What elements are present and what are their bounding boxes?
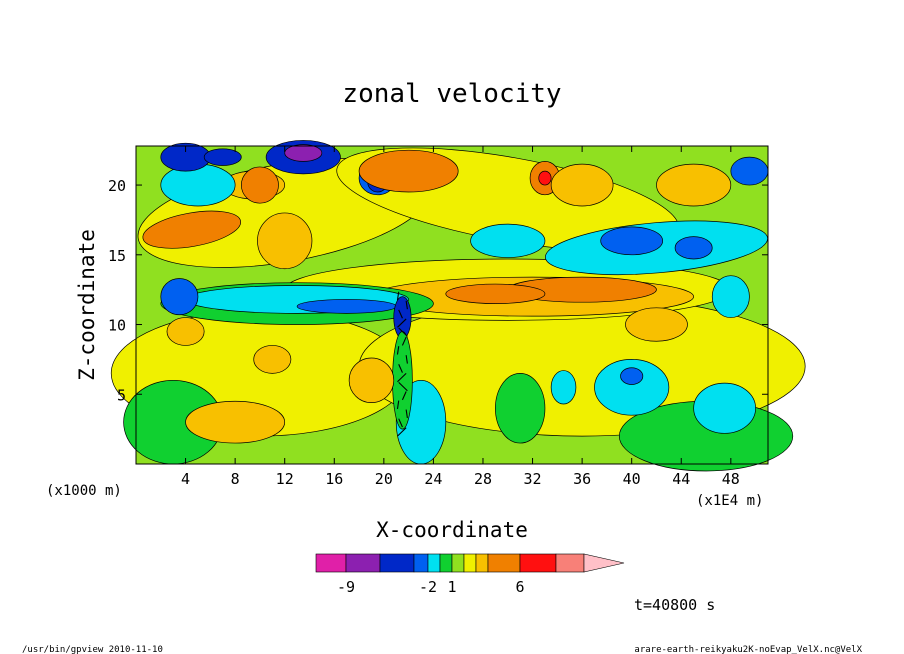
colorbar: -9 -2 1 6 — [315, 553, 625, 596]
x-tick-label: 32 — [524, 470, 542, 488]
colorbar-swatch — [475, 553, 489, 573]
velocity-contour — [358, 149, 459, 193]
colorbar-label: 1 — [447, 578, 456, 596]
velocity-contour — [594, 359, 670, 416]
x-tick-label: 12 — [276, 470, 294, 488]
velocity-contour — [674, 236, 713, 260]
colorbar-label: 6 — [515, 578, 524, 596]
y-tick-label: 20 — [108, 177, 126, 195]
x-tick-label: 36 — [573, 470, 591, 488]
chart-title: zonal velocity — [342, 79, 561, 109]
convective-contour — [398, 418, 403, 428]
footer-left: /usr/bin/gpview 2010-11-10 — [22, 645, 163, 654]
velocity-contour — [538, 170, 552, 186]
plot-area — [110, 140, 806, 472]
convective-contour — [396, 346, 400, 355]
velocity-contour — [284, 144, 323, 162]
convective-contour — [398, 327, 408, 337]
colorbar-swatch — [451, 553, 465, 573]
velocity-contour — [693, 382, 756, 434]
convective-contour — [398, 382, 408, 392]
convective-contour — [397, 318, 407, 328]
colorbar-swatch — [439, 553, 453, 573]
y-axis-label: Z-coordinate — [75, 229, 99, 381]
colorbar-extension — [583, 553, 625, 573]
x-tick-label: 44 — [672, 470, 690, 488]
velocity-contour — [185, 400, 286, 444]
colorbar-label: -9 — [337, 578, 355, 596]
plot-frame — [135, 145, 769, 465]
velocity-contour — [711, 275, 750, 318]
velocity-contour — [620, 367, 644, 385]
velocity-contour — [166, 317, 205, 346]
convective-contour — [401, 336, 407, 346]
x-tick-label: 24 — [424, 470, 442, 488]
velocity-contour — [142, 210, 242, 249]
velocity-contour — [392, 331, 413, 430]
velocity-contour — [160, 278, 199, 316]
colorbar-swatch — [463, 553, 477, 573]
time-label: t=40800 s — [634, 596, 715, 614]
velocity-contour — [600, 226, 664, 256]
x-tick-label: 4 — [181, 470, 190, 488]
y-axis-ticks: 5 10 15 20 — [108, 177, 768, 404]
velocity-contour — [470, 223, 546, 258]
colorbar-swatch — [379, 553, 415, 573]
colorbar-swatch — [413, 553, 429, 573]
velocity-contour — [253, 345, 292, 374]
x-tick-label: 48 — [722, 470, 740, 488]
velocity-contour — [296, 299, 397, 314]
convective-contour — [396, 291, 400, 301]
footer-right: arare-earth-reikyaku2K-noEvap_VelX.nc@Ve… — [634, 645, 862, 654]
velocity-contour — [445, 283, 546, 304]
velocity-contour — [348, 357, 395, 403]
x-axis-ticks: 4 8 12 16 20 24 28 32 36 40 44 48 — [181, 146, 740, 488]
velocity-contour — [257, 212, 313, 270]
x-tick-label: 40 — [623, 470, 641, 488]
velocity-contour — [656, 163, 732, 207]
colorbar-labels: -9 -2 1 6 — [337, 578, 525, 596]
convective-contour — [398, 309, 403, 319]
colorbar-swatch — [345, 553, 381, 573]
convective-contour — [401, 391, 407, 401]
colorbar-swatch — [519, 553, 557, 573]
y-tick-label: 5 — [117, 386, 126, 404]
convective-contour — [396, 400, 400, 409]
velocity-contour — [160, 163, 236, 207]
colorbar-label: -2 — [419, 578, 437, 596]
colorbar-swatch — [315, 553, 347, 573]
velocity-contour — [730, 156, 769, 186]
y-tick-label: 10 — [108, 317, 126, 335]
convective-contour — [405, 300, 408, 310]
x-tick-label: 16 — [325, 470, 343, 488]
velocity-contour — [625, 307, 688, 342]
x-tick-label: 28 — [474, 470, 492, 488]
convective-contour — [397, 372, 407, 383]
colorbar-swatch — [427, 553, 441, 573]
x-axis-label: X-coordinate — [376, 518, 528, 542]
x-tick-label: 20 — [375, 470, 393, 488]
colorbar-swatch — [487, 553, 521, 573]
convective-contour — [397, 427, 407, 437]
colorbar-swatches — [315, 553, 625, 573]
velocity-contour — [240, 166, 279, 204]
velocity-contour — [550, 370, 577, 405]
convective-contour — [405, 409, 408, 419]
velocity-contour — [495, 372, 546, 444]
convective-contour — [405, 355, 408, 364]
x-unit-left: (x1000 m) — [46, 483, 122, 499]
velocity-field — [110, 140, 806, 472]
convective-contour — [398, 364, 403, 373]
velocity-contour — [550, 163, 614, 207]
x-unit-right: (x1E4 m) — [696, 493, 763, 509]
velocity-contour — [203, 148, 242, 166]
y-tick-label: 15 — [108, 247, 126, 265]
colorbar-swatch — [555, 553, 585, 573]
x-tick-label: 8 — [231, 470, 240, 488]
